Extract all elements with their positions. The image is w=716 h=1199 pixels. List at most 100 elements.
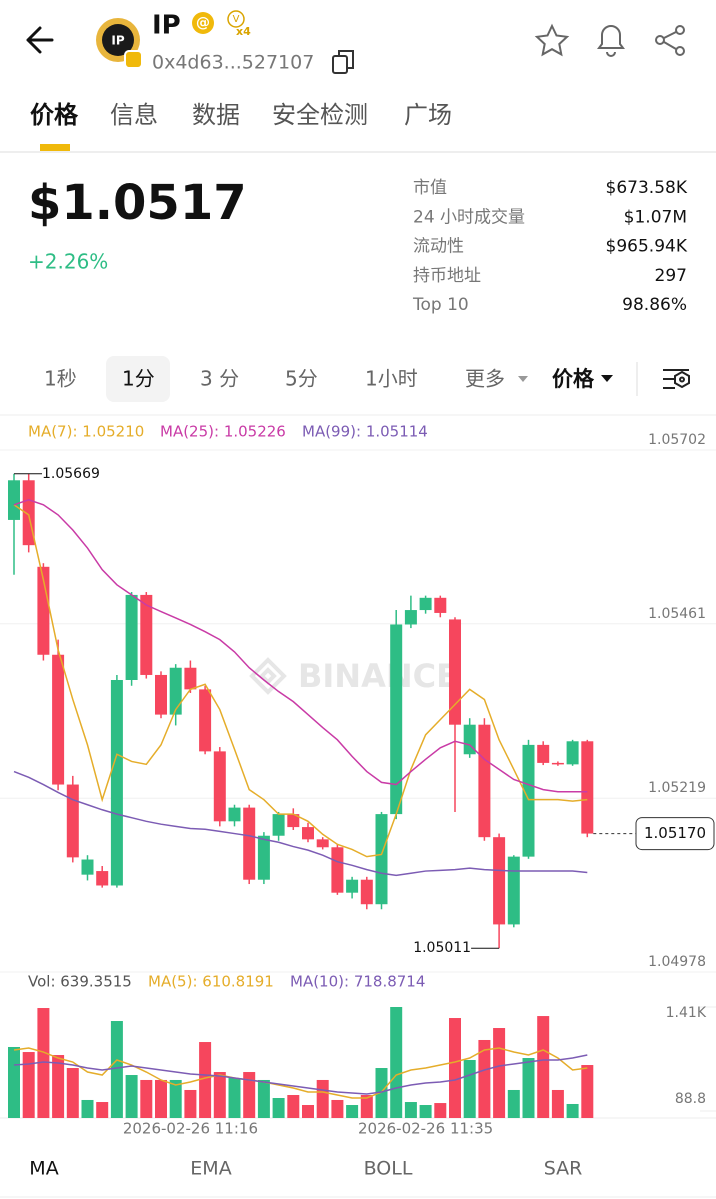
- volume-bar: [52, 1055, 65, 1118]
- tab[interactable]: 数据: [192, 101, 240, 129]
- share-button[interactable]: [655, 25, 685, 56]
- high-label: 1.05669: [42, 466, 100, 482]
- candle-body: [522, 744, 535, 857]
- volume-bar: [66, 1068, 79, 1118]
- volume-bar: [507, 1089, 520, 1118]
- ma-legend: MA(99): 1.05114: [302, 423, 428, 441]
- ma-legend: MA(25): 1.05226: [160, 423, 286, 441]
- copy-button[interactable]: [332, 50, 354, 74]
- volume-bar: [537, 1016, 550, 1118]
- low-label: 1.05011: [413, 940, 471, 956]
- candle-body: [375, 814, 388, 905]
- more-caret: [518, 376, 528, 382]
- indicator-tab[interactable]: MA: [29, 1158, 58, 1180]
- volume-bar: [272, 1098, 285, 1118]
- candle-body: [52, 654, 65, 785]
- price: $1.0517: [28, 175, 247, 231]
- volume-bar: [125, 1075, 138, 1118]
- interval[interactable]: 1分: [122, 367, 155, 391]
- interval-active-bg: [106, 356, 170, 402]
- interval[interactable]: 5分: [285, 367, 318, 391]
- volume-bar: [463, 1059, 476, 1118]
- candle-body: [404, 610, 417, 625]
- interval[interactable]: 更多: [465, 367, 505, 391]
- volume-bar: [243, 1072, 256, 1118]
- price-selector[interactable]: 价格: [552, 367, 595, 391]
- address: 0x4d63...527107: [152, 52, 314, 74]
- vol-ma-legend: MA(5): 610.8191: [148, 973, 274, 991]
- candle-body: [8, 480, 20, 520]
- volume-bar: [37, 1008, 50, 1118]
- volume-bar: [316, 1079, 329, 1118]
- chain-badge: [124, 50, 143, 69]
- y-tick-label: 88.8: [675, 1091, 706, 1107]
- back-button[interactable]: [26, 26, 54, 54]
- selector-caret: [601, 375, 613, 382]
- token-name: IP: [152, 11, 181, 41]
- interval[interactable]: 1秒: [44, 367, 77, 391]
- interval[interactable]: 3 分: [200, 367, 239, 391]
- candle-body: [360, 879, 373, 905]
- tab[interactable]: 信息: [110, 101, 158, 129]
- y-tick-label: 1.05461: [648, 606, 706, 622]
- token-icon-text: IP: [111, 34, 124, 48]
- indicator-tab[interactable]: BOLL: [364, 1158, 413, 1180]
- volume-bar: [434, 1103, 447, 1118]
- favorite-button[interactable]: [534, 23, 570, 57]
- stat-value: $965.94K: [606, 237, 688, 257]
- watermark: BINANCE: [298, 657, 458, 695]
- indicator-tab[interactable]: SAR: [544, 1158, 583, 1180]
- candle-body: [140, 594, 153, 675]
- ma-line: [13, 1047, 588, 1099]
- candle-body: [155, 674, 167, 715]
- candle-body: [272, 814, 285, 836]
- volume-bar: [302, 1105, 314, 1118]
- chart-settings[interactable]: [663, 369, 690, 389]
- volume-bar: [8, 1046, 20, 1118]
- candle-body: [537, 744, 550, 763]
- ma-line: [13, 770, 588, 877]
- candle-body: [419, 597, 432, 611]
- volume-bar: [155, 1079, 167, 1118]
- candle-body: [213, 751, 226, 822]
- alert-button[interactable]: [597, 25, 625, 57]
- volume-bar: [346, 1105, 359, 1118]
- candle-body: [566, 741, 579, 765]
- ma-line: [13, 504, 588, 858]
- volume-bar: [419, 1105, 432, 1118]
- tab[interactable]: 安全检测: [272, 101, 368, 129]
- stat-label: 24 小时成交量: [413, 207, 525, 227]
- candle-body: [507, 856, 520, 925]
- stat-value: 297: [655, 266, 687, 286]
- candle-body: [199, 689, 212, 752]
- candle-body: [257, 835, 270, 880]
- ma-line: [13, 1054, 588, 1095]
- interval[interactable]: 1小时: [365, 367, 418, 391]
- volume-bar: [551, 1089, 564, 1118]
- volume-bar: [581, 1065, 594, 1118]
- stat-label: Top 10: [412, 295, 469, 315]
- candle-body: [110, 679, 123, 886]
- x-tick-label: 2026-02-26 11:35: [358, 1120, 493, 1138]
- volume-bar: [478, 1039, 491, 1118]
- y-tick-label: 1.05219: [648, 780, 706, 796]
- volume-bar: [22, 1052, 35, 1118]
- tab[interactable]: 价格: [30, 101, 79, 129]
- candle-body: [228, 807, 241, 822]
- stat-label: 持币地址: [413, 266, 481, 286]
- vol-ma-legend: MA(10): 718.8714: [290, 973, 425, 991]
- candle-body: [331, 847, 344, 893]
- candle-body: [287, 814, 300, 828]
- volume-bar: [184, 1089, 197, 1118]
- volume-bar: [81, 1099, 94, 1118]
- y-tick-label: 1.41K: [666, 1005, 707, 1021]
- tab[interactable]: 广场: [404, 101, 452, 129]
- level-badge: [227, 10, 245, 28]
- volume-bar: [331, 1099, 344, 1118]
- indicator-tab[interactable]: EMA: [190, 1158, 231, 1180]
- candle-body: [37, 566, 50, 655]
- candle-body: [169, 667, 182, 715]
- at-badge: [192, 12, 214, 34]
- stat-value: 98.86%: [622, 295, 687, 315]
- volume-bar: [228, 1078, 241, 1118]
